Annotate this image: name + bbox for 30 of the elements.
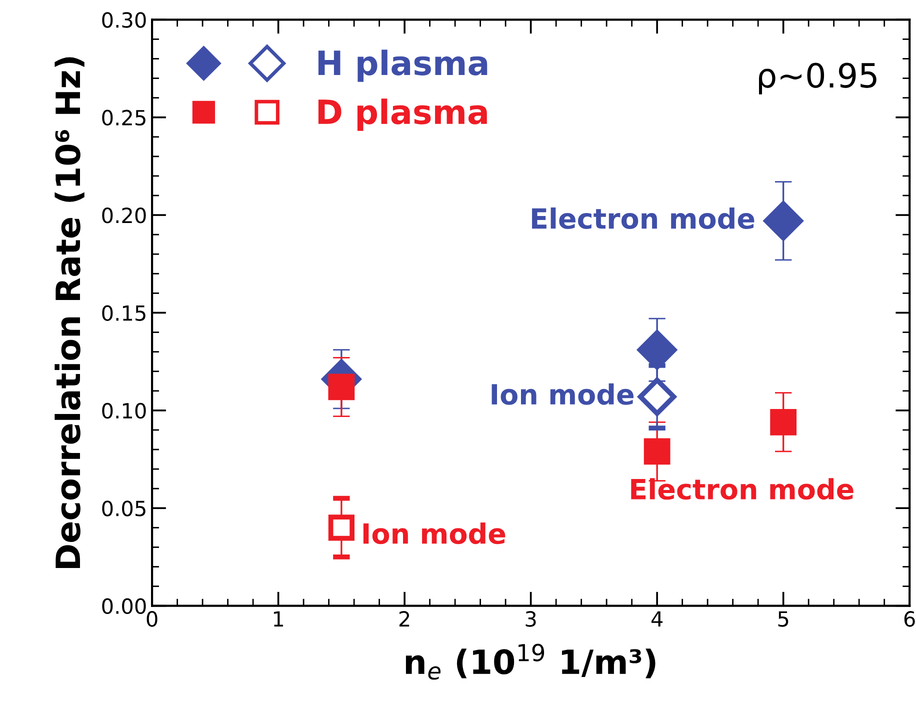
annotation: Electron mode <box>532 207 754 229</box>
x-tick-label: 4 <box>651 611 663 627</box>
annotation: Ion mode <box>363 522 506 544</box>
legend-label: H plasma <box>318 50 488 82</box>
point <box>762 200 804 242</box>
y-tick-label: 0.25 <box>102 110 146 126</box>
x-tick-label: 2 <box>399 611 410 627</box>
x-tick-label: 6 <box>904 611 915 627</box>
y-tick-label: 0.00 <box>102 598 146 614</box>
y-tick-label: 0.10 <box>102 402 146 419</box>
point <box>638 378 676 416</box>
x-tick-label: 5 <box>778 611 788 627</box>
y-tick-label: 0.15 <box>102 305 146 321</box>
x-tick-label: 0 <box>146 611 158 627</box>
x-tick-label: 1 <box>274 611 284 627</box>
y-tick-label: 0.30 <box>102 12 146 28</box>
point <box>328 514 354 541</box>
y-axis-title: Decorrelation Rate (10⁶ Hz) <box>54 57 84 568</box>
x-tick-label: 3 <box>526 611 536 627</box>
point <box>644 438 670 465</box>
y-tick-label: 0.20 <box>102 208 146 224</box>
annotation: ρ~0.95 <box>759 62 876 94</box>
annotation: Ion mode <box>492 383 634 405</box>
point <box>770 408 797 436</box>
point <box>328 374 355 400</box>
point <box>636 330 678 370</box>
y-tick-label: 0.05 <box>102 500 146 516</box>
legend-label: D plasma <box>318 98 487 131</box>
annotation: Electron mode <box>631 478 854 500</box>
x-axis-title: n$_{e}$ (10$^{19}$ 1/m³) <box>406 644 656 680</box>
